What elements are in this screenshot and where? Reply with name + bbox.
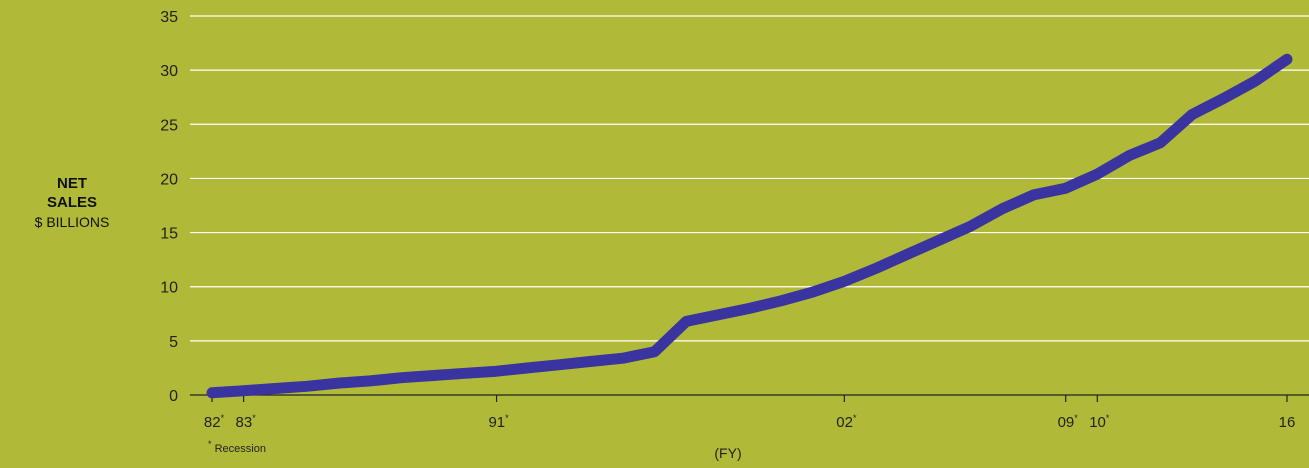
recession-mark: * — [252, 413, 256, 423]
recession-footnote: * Recession — [208, 439, 266, 455]
y-tick-label: 20 — [160, 171, 178, 188]
y-axis-ticks: 0 5 10 15 20 25 30 35 — [160, 9, 178, 405]
y-tick-label: 10 — [160, 280, 178, 297]
x-axis: 82* 83* 91* 02* 09* 10* 16 — [190, 394, 1309, 431]
x-tick-value: 82 — [204, 414, 221, 431]
y-axis-unit-label: $ BILLIONS — [35, 214, 110, 230]
x-tick-value: 16 — [1279, 414, 1296, 431]
net-sales-series-line — [206, 53, 1293, 399]
footnote-text: Recession — [212, 443, 266, 455]
x-tick-value: 10 — [1089, 414, 1106, 431]
x-tick-label: 91* — [488, 413, 509, 431]
x-tick-value: 83 — [236, 414, 253, 431]
x-tick-value: 09 — [1058, 414, 1075, 431]
y-axis-title-line-1: NET — [57, 175, 87, 192]
footnote-asterisk: * — [208, 439, 212, 449]
recession-mark: * — [853, 413, 857, 423]
y-tick-label: 35 — [160, 9, 178, 26]
x-tick-label: 83* — [236, 413, 257, 431]
y-tick-label: 30 — [160, 63, 178, 80]
x-tick-label: 09* — [1058, 413, 1079, 431]
x-tick-label: 10* — [1089, 413, 1110, 431]
series-layer — [206, 53, 1293, 399]
y-tick-label: 0 — [169, 388, 178, 405]
x-tick-label: 82* — [204, 413, 225, 431]
recession-mark: * — [1074, 413, 1078, 423]
x-tick-value: 91 — [488, 414, 505, 431]
x-tick-value: 02 — [836, 414, 853, 431]
x-axis-label: (FY) — [714, 445, 741, 461]
gridlines — [190, 15, 1309, 342]
recession-mark: * — [505, 413, 509, 423]
recession-mark: * — [221, 413, 225, 423]
y-tick-label: 25 — [160, 117, 178, 134]
recession-mark: * — [1106, 413, 1110, 423]
y-tick-label: 5 — [169, 334, 178, 351]
y-tick-label: 15 — [160, 226, 178, 243]
x-tick-label: 02* — [836, 413, 857, 431]
y-axis-title: NET SALES $ BILLIONS — [35, 175, 110, 230]
x-tick-label: 16 — [1279, 414, 1296, 431]
y-axis-title-line-2: SALES — [47, 194, 97, 211]
